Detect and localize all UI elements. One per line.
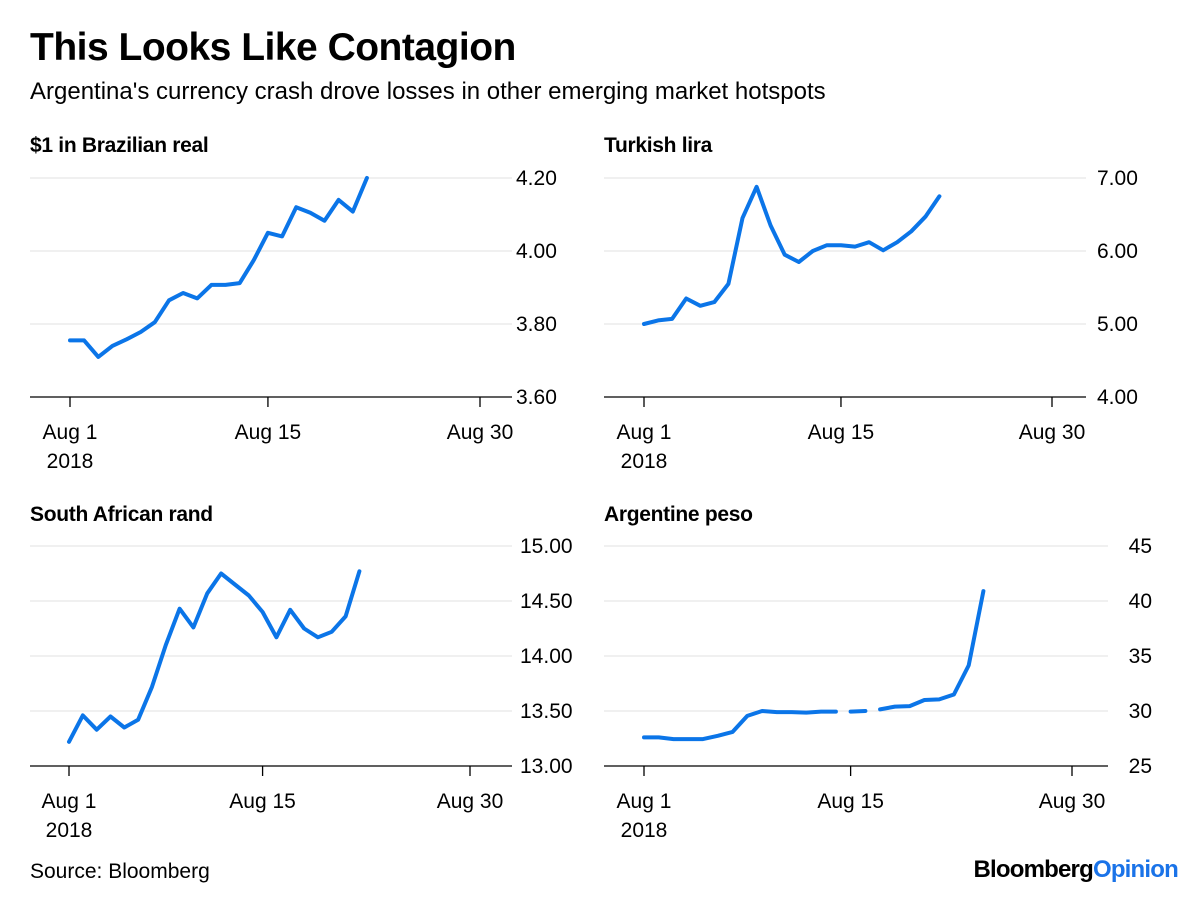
x-tick-label: Aug 30 — [1019, 421, 1086, 444]
x-tick-label: Aug 15 — [235, 421, 302, 444]
chart-subtitle: Argentina's currency crash drove losses … — [30, 78, 826, 105]
y-tick-label: 7.00 — [1097, 167, 1138, 190]
x-tick-label: Aug 30 — [1039, 790, 1106, 813]
x-tick-label: Aug 30 — [447, 421, 514, 444]
x-tick-label: Aug 1 — [617, 790, 672, 813]
x-tick-sublabel: 2018 — [47, 450, 94, 473]
panel-title: Argentine peso — [604, 503, 753, 526]
panel-title: $1 in Brazilian real — [30, 134, 209, 157]
y-tick-label: 3.80 — [516, 313, 557, 336]
panel-argentine-peso: Argentine peso 45 40 35 30 25 Aug 1 2018 Aug 15… — [604, 503, 1174, 853]
y-tick-label: 13.50 — [520, 700, 573, 723]
y-tick-label: 5.00 — [1097, 313, 1138, 336]
y-tick-label: 35 — [1129, 645, 1152, 668]
x-tick-label: Aug 1 — [42, 790, 97, 813]
panel-title: South African rand — [30, 503, 213, 526]
x-tick-label: Aug 15 — [817, 790, 884, 813]
y-tick-label: 13.00 — [520, 755, 573, 778]
series-line — [848, 709, 868, 714]
panel-brazilian-real: $1 in Brazilian real 4.20 4.00 3.80 3.60 Aug… — [30, 134, 590, 484]
brand-part1: Bloomberg — [973, 856, 1093, 883]
y-tick-label: 45 — [1129, 535, 1152, 558]
chart-svg: 4.20 4.00 3.80 3.60 Aug 1 2018 Aug 15 Aug 30 — [30, 167, 557, 473]
y-tick-label: 40 — [1129, 590, 1152, 613]
source-note: Source: Bloomberg — [30, 860, 210, 883]
y-tick-label: 14.00 — [520, 645, 573, 668]
x-tick-label: Aug 30 — [437, 790, 504, 813]
x-tick-sublabel: 2018 — [621, 819, 668, 842]
x-tick-label: Aug 15 — [229, 790, 296, 813]
x-tick-sublabel: 2018 — [46, 819, 93, 842]
y-tick-label: 14.50 — [520, 590, 573, 613]
series-line — [878, 589, 986, 712]
series-line — [68, 176, 369, 359]
series-line — [642, 184, 942, 326]
x-tick-label: Aug 15 — [808, 421, 875, 444]
chart-title: This Looks Like Contagion — [30, 26, 516, 69]
series-line — [67, 569, 362, 744]
panel-title: Turkish lira — [604, 134, 713, 157]
panel-south-african-rand: South African rand 15.00 14.50 14.00 13.50 1… — [30, 503, 590, 853]
y-tick-label: 4.00 — [516, 240, 557, 263]
y-tick-label: 4.00 — [1097, 386, 1138, 409]
series-line — [642, 709, 838, 742]
y-tick-label: 6.00 — [1097, 240, 1138, 263]
y-tick-label: 4.20 — [516, 167, 557, 190]
x-tick-label: Aug 1 — [43, 421, 98, 444]
x-tick-sublabel: 2018 — [621, 450, 668, 473]
x-tick-label: Aug 1 — [617, 421, 672, 444]
bloomberg-opinion-logo: BloombergOpinion — [973, 856, 1178, 884]
panel-turkish-lira: Turkish lira 7.00 6.00 5.00 4.00 Aug 1 2018 Au… — [604, 134, 1174, 484]
chart-svg: 45 40 35 30 25 Aug 1 2018 Aug 15 Aug 30 — [604, 535, 1152, 842]
y-tick-label: 30 — [1129, 700, 1152, 723]
y-tick-label: 3.60 — [516, 386, 557, 409]
y-tick-label: 15.00 — [520, 535, 573, 558]
brand-part2: Opinion — [1092, 856, 1179, 883]
chart-svg: 15.00 14.50 14.00 13.50 13.00 Aug 1 2018 Aug 15… — [30, 535, 573, 842]
y-tick-label: 25 — [1129, 755, 1152, 778]
chart-svg: 7.00 6.00 5.00 4.00 Aug 1 2018 Aug 15 Aug 30 — [604, 167, 1138, 473]
